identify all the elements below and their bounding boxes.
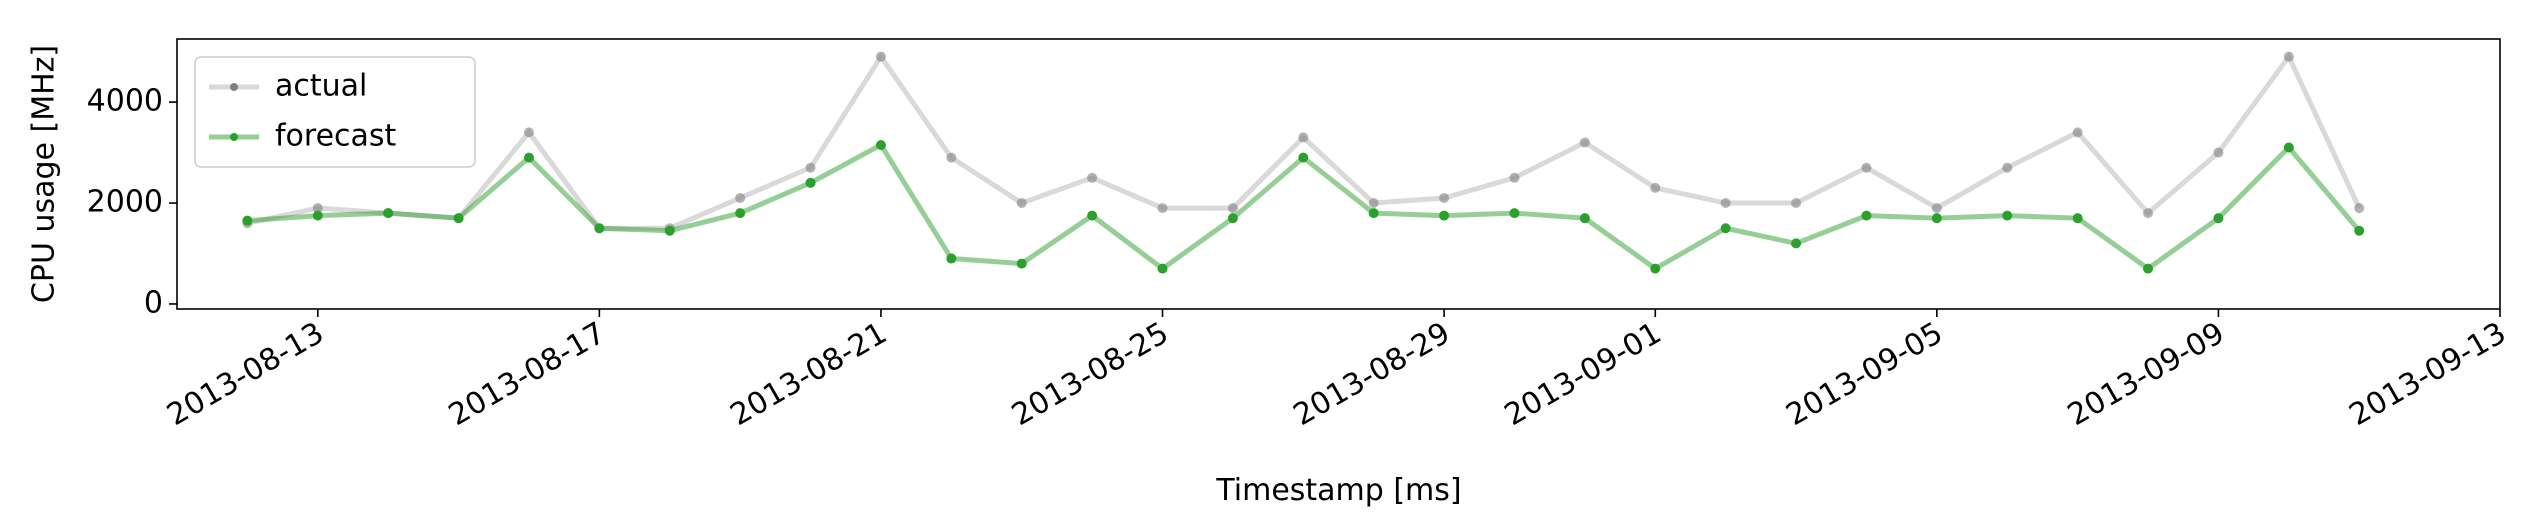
point bbox=[1298, 152, 1309, 163]
point bbox=[2072, 127, 2083, 138]
x-tick-label: 2013-09-09 bbox=[2062, 316, 2230, 433]
x-axis-label: Timestamp [ms] bbox=[1215, 473, 1461, 508]
point bbox=[1791, 238, 1802, 249]
series-line bbox=[247, 141, 2362, 272]
point bbox=[1087, 210, 1098, 221]
point bbox=[1157, 203, 1168, 214]
point bbox=[1439, 210, 1450, 221]
point bbox=[735, 208, 746, 219]
point bbox=[1509, 208, 1520, 219]
point bbox=[1650, 182, 1661, 193]
point bbox=[1368, 208, 1379, 219]
point bbox=[2072, 213, 2083, 224]
point bbox=[1861, 210, 1872, 221]
point bbox=[805, 177, 816, 188]
point bbox=[2143, 263, 2154, 274]
x-tick-label: 2013-09-01 bbox=[1499, 316, 1667, 433]
point bbox=[1087, 172, 1098, 183]
point bbox=[875, 139, 886, 150]
point bbox=[523, 152, 534, 163]
point bbox=[1720, 198, 1731, 209]
series-line bbox=[246, 51, 2362, 231]
point bbox=[1227, 213, 1238, 224]
point bbox=[2283, 142, 2294, 153]
point bbox=[2213, 147, 2224, 158]
point bbox=[805, 162, 816, 173]
point bbox=[1650, 263, 1661, 274]
point bbox=[1791, 198, 1802, 209]
point bbox=[946, 253, 957, 264]
point bbox=[1931, 203, 1942, 214]
point bbox=[2002, 162, 2013, 173]
point bbox=[312, 203, 323, 214]
point bbox=[875, 51, 886, 62]
x-tick-label: 2013-08-13 bbox=[161, 316, 329, 433]
point bbox=[1439, 192, 1450, 203]
point bbox=[2354, 225, 2365, 236]
x-tick-label: 2013-08-25 bbox=[1006, 316, 1174, 433]
point bbox=[1579, 137, 1590, 148]
point bbox=[2354, 203, 2365, 214]
point bbox=[1861, 162, 1872, 173]
legend-marker bbox=[230, 83, 238, 91]
point bbox=[1579, 213, 1590, 224]
x-tick-label: 2013-09-13 bbox=[2344, 316, 2512, 433]
x-tick-label: 2013-08-17 bbox=[443, 316, 611, 433]
point bbox=[1298, 132, 1309, 143]
point bbox=[1016, 198, 1027, 209]
x-tick-label: 2013-08-29 bbox=[1288, 316, 1456, 433]
point bbox=[594, 223, 605, 234]
point bbox=[1016, 258, 1027, 269]
point bbox=[523, 127, 534, 138]
legend-label: forecast bbox=[275, 119, 397, 154]
y-tick-label: 4000 bbox=[87, 84, 163, 119]
point bbox=[1509, 172, 1520, 183]
point bbox=[1368, 198, 1379, 209]
legend-marker bbox=[230, 133, 238, 141]
point bbox=[1227, 203, 1238, 214]
y-tick-label: 0 bbox=[144, 285, 163, 320]
point bbox=[1720, 223, 1731, 234]
point bbox=[2283, 51, 2294, 62]
y-axis-label: CPU usage [MHz] bbox=[27, 45, 62, 303]
point bbox=[242, 215, 253, 226]
point bbox=[2213, 213, 2224, 224]
point bbox=[453, 213, 464, 224]
plot-frame bbox=[176, 38, 2501, 310]
point bbox=[946, 152, 957, 163]
point bbox=[312, 210, 323, 221]
point bbox=[2143, 208, 2154, 219]
legend-box bbox=[194, 56, 476, 168]
y-tick-label: 2000 bbox=[87, 185, 163, 220]
point bbox=[2002, 210, 2013, 221]
point bbox=[735, 192, 746, 203]
point bbox=[383, 208, 394, 219]
point bbox=[1157, 263, 1168, 274]
x-tick-label: 2013-08-21 bbox=[724, 316, 892, 433]
point bbox=[664, 225, 675, 236]
x-tick-label: 2013-09-05 bbox=[1780, 316, 1948, 433]
point bbox=[1931, 213, 1942, 224]
legend-label: actual bbox=[275, 69, 367, 104]
